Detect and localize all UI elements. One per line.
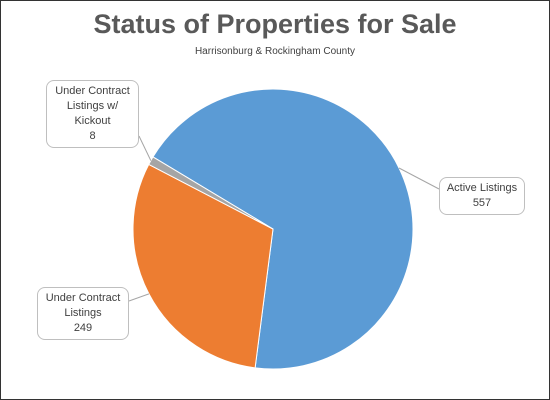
data-label: Under Contract Listings 249	[37, 287, 129, 340]
chart-subtitle: Harrisonburg & Rockingham County	[194, 46, 356, 57]
leader-line	[138, 135, 152, 161]
value-label: 8	[89, 130, 96, 142]
leader-line	[398, 167, 440, 190]
data-label: Under Contract Listings w/ Kickout 8	[46, 80, 139, 148]
category-label: Active Listings	[446, 182, 518, 194]
pie-slice	[148, 156, 274, 230]
pie-slice	[132, 163, 274, 369]
category-label: Under Contract Listings w/ Kickout	[55, 85, 130, 127]
data-label: Active Listings 557	[439, 177, 525, 215]
chart-title: Status of Properties for Sale	[93, 9, 457, 39]
value-label: 249	[73, 322, 93, 334]
leader-line	[128, 293, 150, 302]
value-label: 557	[472, 197, 492, 209]
category-label: Under Contract Listings	[45, 292, 121, 319]
